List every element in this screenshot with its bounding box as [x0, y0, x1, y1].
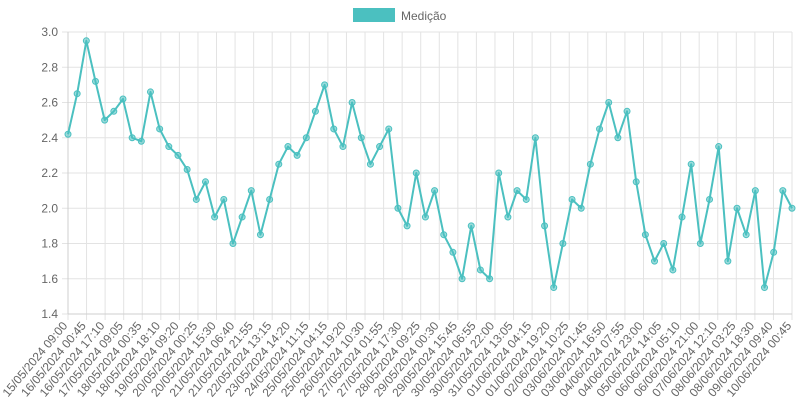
- y-axis: 1.4 1.6 1.8 2.0 2.2 2.4 2.6 2.8 3.0: [41, 25, 69, 321]
- data-point[interactable]: [183, 165, 191, 173]
- data-point[interactable]: [724, 257, 732, 265]
- data-point[interactable]: [504, 213, 512, 221]
- data-point[interactable]: [577, 204, 585, 212]
- data-point[interactable]: [238, 213, 246, 221]
- data-point[interactable]: [284, 143, 292, 151]
- data-point[interactable]: [366, 160, 374, 168]
- data-point[interactable]: [412, 169, 420, 177]
- y-tick-label: 2.4: [41, 131, 58, 145]
- y-tick-label: 1.4: [41, 307, 58, 321]
- data-point[interactable]: [146, 88, 154, 96]
- data-point[interactable]: [641, 231, 649, 239]
- data-point[interactable]: [339, 143, 347, 151]
- y-tick-label: 2.6: [41, 96, 58, 110]
- data-point[interactable]: [385, 125, 393, 133]
- plot-area: [64, 37, 796, 292]
- data-point[interactable]: [82, 37, 90, 45]
- data-point[interactable]: [605, 99, 613, 106]
- data-point[interactable]: [696, 240, 704, 247]
- data-point[interactable]: [522, 195, 530, 203]
- data-point[interactable]: [421, 213, 429, 221]
- y-tick-label: 2.2: [41, 166, 58, 180]
- y-tick-label: 1.6: [41, 272, 58, 286]
- data-point[interactable]: [330, 125, 338, 133]
- data-point[interactable]: [678, 213, 686, 221]
- data-point[interactable]: [770, 248, 778, 256]
- data-point[interactable]: [394, 204, 402, 212]
- data-point[interactable]: [348, 99, 356, 106]
- legend[interactable]: Medição: [353, 8, 447, 23]
- legend-swatch[interactable]: [353, 8, 395, 22]
- data-point[interactable]: [311, 107, 319, 115]
- data-point[interactable]: [156, 125, 164, 133]
- data-point[interactable]: [761, 284, 769, 292]
- data-point[interactable]: [779, 187, 787, 195]
- data-point[interactable]: [687, 160, 695, 168]
- y-tick-label: 3.0: [41, 25, 58, 39]
- data-point[interactable]: [559, 240, 567, 247]
- data-point[interactable]: [128, 134, 136, 142]
- data-point[interactable]: [623, 107, 631, 115]
- data-point[interactable]: [715, 143, 723, 151]
- data-point[interactable]: [302, 134, 310, 142]
- data-point[interactable]: [321, 81, 329, 89]
- data-point[interactable]: [101, 116, 109, 124]
- data-point[interactable]: [486, 275, 494, 283]
- data-point[interactable]: [73, 90, 81, 98]
- data-point[interactable]: [495, 169, 503, 177]
- data-point[interactable]: [614, 134, 622, 142]
- data-point[interactable]: [550, 284, 558, 292]
- data-point[interactable]: [229, 240, 237, 247]
- data-point[interactable]: [275, 160, 283, 168]
- y-tick-label: 2.8: [41, 60, 58, 74]
- data-point[interactable]: [431, 187, 439, 195]
- data-point[interactable]: [531, 134, 539, 142]
- data-point[interactable]: [568, 195, 576, 203]
- data-point[interactable]: [513, 187, 521, 195]
- data-point[interactable]: [211, 213, 219, 221]
- data-point[interactable]: [467, 222, 475, 230]
- data-point[interactable]: [256, 231, 264, 239]
- data-point[interactable]: [247, 187, 255, 195]
- data-point[interactable]: [220, 195, 228, 203]
- data-point[interactable]: [192, 195, 200, 203]
- legend-label[interactable]: Medição: [401, 9, 447, 23]
- data-point[interactable]: [165, 143, 173, 151]
- data-point[interactable]: [449, 248, 457, 256]
- data-point[interactable]: [293, 151, 301, 159]
- data-point[interactable]: [91, 77, 99, 85]
- data-point[interactable]: [458, 275, 466, 283]
- data-point[interactable]: [596, 125, 604, 133]
- data-point[interactable]: [788, 204, 796, 212]
- data-point[interactable]: [376, 143, 384, 151]
- y-tick-label: 1.8: [41, 237, 58, 251]
- data-point[interactable]: [137, 137, 145, 145]
- grid: [62, 31, 793, 320]
- y-tick-label: 2.0: [41, 201, 58, 215]
- data-point[interactable]: [541, 222, 549, 230]
- data-point[interactable]: [357, 134, 365, 142]
- data-point[interactable]: [651, 257, 659, 265]
- data-point[interactable]: [476, 266, 484, 274]
- data-point[interactable]: [586, 160, 594, 168]
- data-point[interactable]: [110, 107, 118, 115]
- data-point[interactable]: [706, 195, 714, 203]
- data-point[interactable]: [660, 240, 668, 247]
- data-point[interactable]: [632, 178, 640, 186]
- data-point[interactable]: [403, 222, 411, 230]
- data-point[interactable]: [201, 178, 209, 186]
- data-point[interactable]: [733, 204, 741, 212]
- data-point[interactable]: [64, 130, 72, 138]
- data-point[interactable]: [751, 187, 759, 195]
- series-line: [67, 39, 793, 289]
- data-point[interactable]: [266, 195, 274, 203]
- data-point[interactable]: [742, 231, 750, 239]
- data-point[interactable]: [669, 266, 677, 274]
- data-point[interactable]: [119, 95, 127, 103]
- data-point[interactable]: [440, 231, 448, 239]
- data-point[interactable]: [174, 151, 182, 159]
